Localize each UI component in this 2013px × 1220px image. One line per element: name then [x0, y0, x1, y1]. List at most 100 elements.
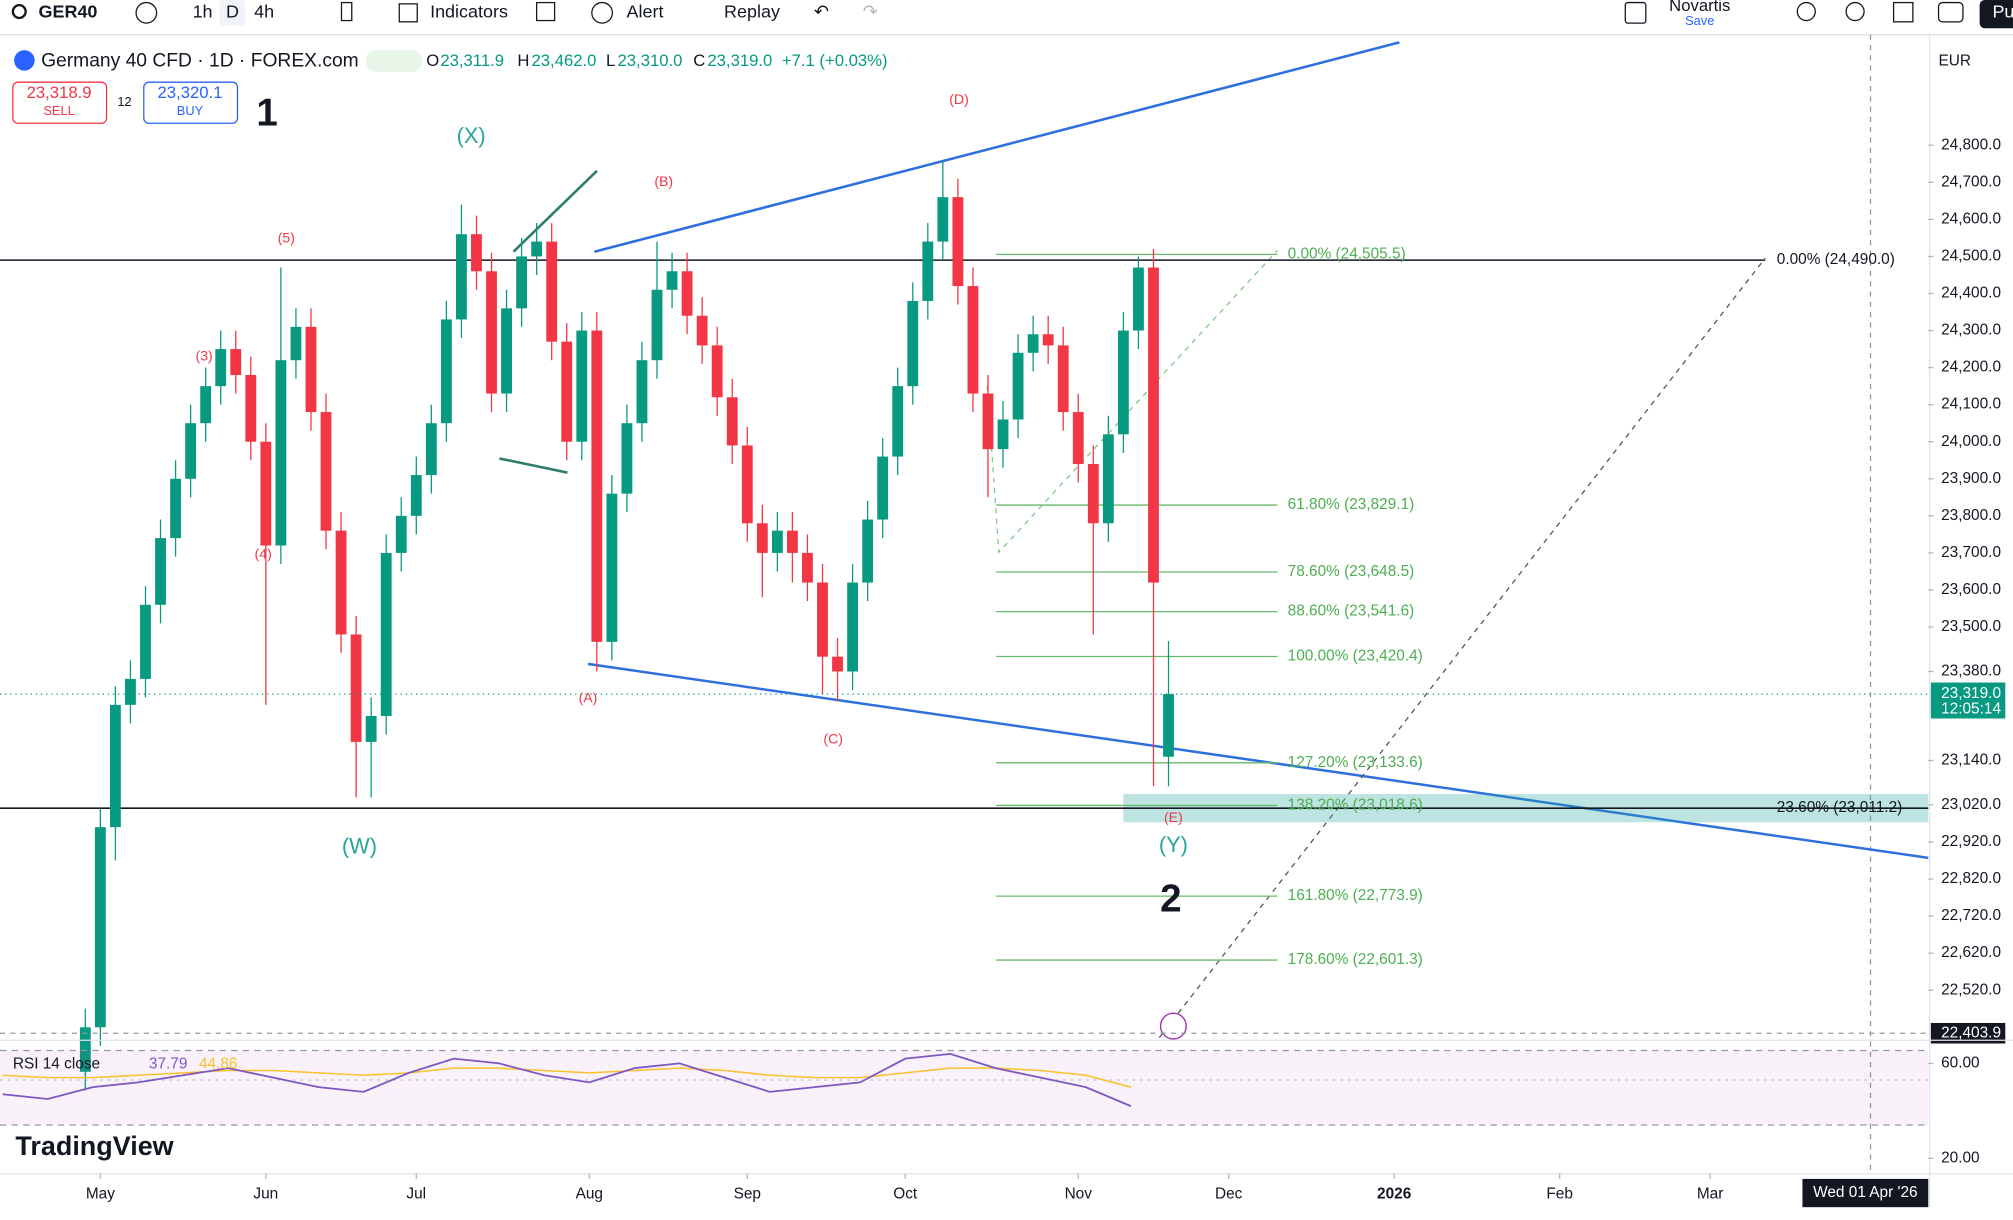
- rsi-ma-line: [2, 1067, 1132, 1088]
- crosshair-price: 22,403.9: [1941, 1024, 2001, 1041]
- candle-body: [862, 519, 874, 583]
- candle-body: [756, 523, 768, 553]
- publish-bg[interactable]: [1979, 0, 2013, 29]
- buy-button[interactable]: [143, 81, 239, 124]
- replay-button[interactable]: Replay: [724, 2, 780, 22]
- candle-body: [260, 441, 272, 546]
- candle-body: [140, 604, 151, 679]
- wave-label: (3): [196, 348, 213, 364]
- indicators-icon[interactable]: [398, 3, 418, 23]
- candle-body: [1163, 694, 1174, 757]
- candle-body: [621, 423, 633, 494]
- add-symbol[interactable]: [135, 1, 158, 24]
- candle-body: [94, 827, 106, 1028]
- symbol[interactable]: GER40: [39, 2, 98, 22]
- layout-icon[interactable]: [1624, 1, 1647, 24]
- redo[interactable]: ↷: [863, 2, 878, 22]
- interval[interactable]: D: [226, 2, 239, 22]
- indicators-button[interactable]: Indicators: [430, 2, 508, 22]
- templates-icon[interactable]: [535, 1, 556, 22]
- wave-label: (5): [278, 230, 295, 246]
- candle-body: [681, 271, 693, 316]
- crosshair-price-bg: [1930, 1022, 2006, 1044]
- settings[interactable]: [1845, 1, 1865, 22]
- sell-label[interactable]: SELL: [43, 103, 74, 118]
- event-icon[interactable]: [1159, 1012, 1187, 1040]
- y-tick-label: 24,700.0: [1941, 173, 2001, 190]
- wave-label: (W): [342, 833, 377, 858]
- candle-body: [170, 478, 181, 539]
- interval[interactable]: 4h: [254, 2, 274, 22]
- channel-line: [512, 169, 598, 253]
- candle-body: [215, 349, 227, 387]
- candle-body: [606, 493, 618, 642]
- screenshot[interactable]: [1937, 1, 1964, 23]
- candle-body: [786, 530, 798, 553]
- lower-trendline: [587, 662, 1929, 860]
- x-tick-label: Aug: [576, 1185, 603, 1202]
- candle-body: [155, 538, 166, 605]
- y-tick-label: 23,380.0: [1941, 663, 2001, 680]
- fib-label: 78.60% (23,648.5): [1288, 563, 1415, 580]
- x-tick-label: 2026: [1377, 1185, 1411, 1202]
- candle-body: [576, 330, 588, 442]
- y-tick-label: 22,520.0: [1941, 981, 2001, 998]
- x-tick-label: Nov: [1065, 1185, 1093, 1202]
- buy-label[interactable]: BUY: [177, 103, 204, 118]
- candle-body: [696, 315, 708, 346]
- l-label: L: [606, 51, 615, 70]
- quick-search[interactable]: [1796, 1, 1816, 22]
- candle-body: [335, 530, 347, 635]
- y-tick-label: 24,600.0: [1941, 210, 2001, 227]
- x-tick-label: Oct: [893, 1185, 918, 1202]
- candle-body: [1042, 334, 1054, 346]
- candle-body: [109, 704, 121, 828]
- sell-button[interactable]: [12, 81, 108, 124]
- fib-label: 100.00% (23,420.4): [1288, 648, 1423, 665]
- candle-body: [636, 360, 648, 424]
- save-button[interactable]: Save: [1685, 13, 1714, 28]
- candle-body: [471, 234, 482, 272]
- legend-title: Germany 40 CFD · 1D · FOREX.com: [41, 51, 359, 72]
- alert-icon[interactable]: [591, 1, 614, 24]
- candle-body: [877, 456, 889, 520]
- candle-body: [802, 552, 813, 583]
- candle-body: [847, 582, 859, 672]
- candle-body: [320, 412, 332, 531]
- candle-body: [486, 271, 497, 394]
- buy-price[interactable]: 23,320.1: [158, 83, 223, 102]
- candle-body: [907, 300, 919, 387]
- candle-body: [892, 386, 904, 457]
- candle-body: [922, 241, 934, 301]
- candle-body: [1087, 463, 1099, 524]
- y-tick-label: 23,500.0: [1941, 618, 2001, 635]
- undo[interactable]: ↶: [814, 2, 829, 22]
- candle-body: [365, 715, 377, 742]
- alert-button[interactable]: Alert: [626, 2, 663, 22]
- candle-body: [79, 1027, 91, 1072]
- candle-body: [817, 582, 828, 657]
- search-icon[interactable]: [11, 3, 27, 20]
- fib-label: 0.00% (24,505.5): [1288, 245, 1406, 262]
- candle-body: [1012, 352, 1024, 420]
- y-tick-label: 23,800.0: [1941, 507, 2001, 524]
- y-tick-label: 22,720.0: [1941, 907, 2001, 924]
- interval[interactable]: 1h: [193, 2, 213, 22]
- layout-name[interactable]: Novartis: [1669, 0, 1730, 15]
- legend: Germany 40 CFD · 1D · FOREX.com O 23,311…: [12, 50, 1971, 124]
- rsi-line: [2, 1052, 1132, 1107]
- publish[interactable]: Pu: [1992, 2, 2013, 22]
- rsi-ma-value: 44.86: [199, 1056, 238, 1073]
- candle-body: [561, 341, 573, 442]
- currency[interactable]: EUR: [1939, 53, 1971, 70]
- interval-active-bg: [219, 0, 246, 26]
- candle-body: [771, 530, 783, 553]
- sell-price[interactable]: 23,318.9: [27, 83, 92, 102]
- chart-type-icon[interactable]: [340, 1, 353, 22]
- y-tick-label: 22,820.0: [1941, 870, 2001, 887]
- candle-body: [1072, 412, 1084, 464]
- candle-body: [531, 241, 543, 257]
- h-label: H: [517, 51, 529, 70]
- fullscreen[interactable]: [1892, 1, 1914, 23]
